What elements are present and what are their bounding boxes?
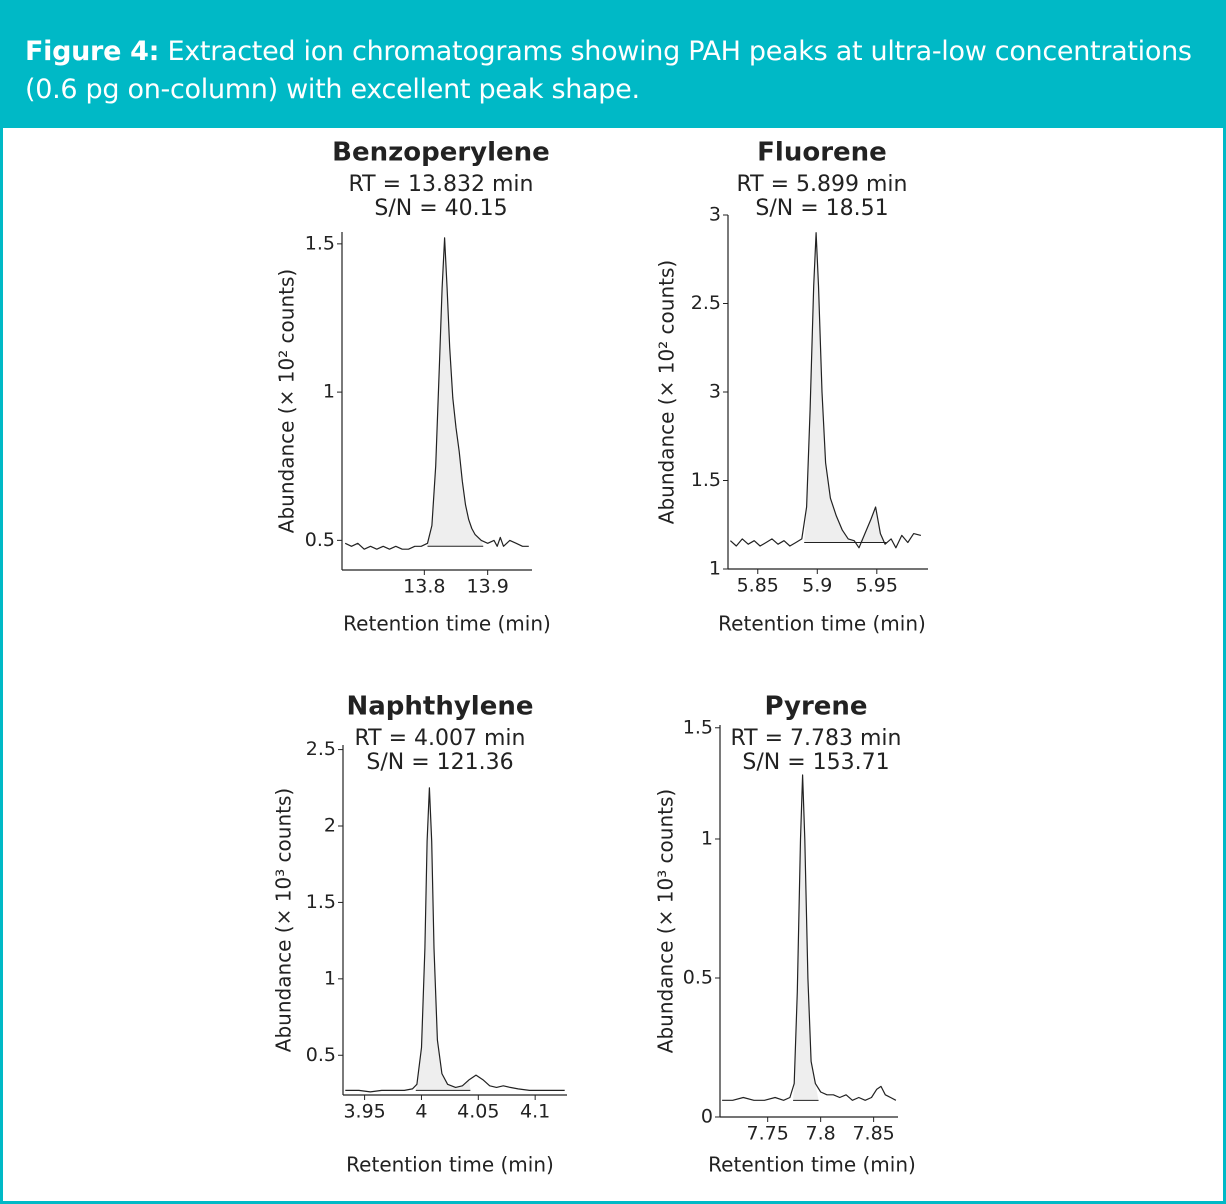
y-tick-label: 1.5 bbox=[306, 891, 336, 913]
peak-area bbox=[804, 232, 887, 543]
y-tick-label: 2.5 bbox=[306, 738, 336, 760]
y-tick-label: 1 bbox=[323, 381, 335, 403]
y-tick-label: 1.5 bbox=[691, 469, 721, 491]
y-tick-label: 1.5 bbox=[683, 716, 713, 738]
x-tick-label: 4.05 bbox=[457, 1101, 499, 1123]
y-axis-label: Abundance (× 10² counts) bbox=[655, 260, 679, 524]
x-tick-label: 5.95 bbox=[856, 575, 898, 597]
figure-label: Figure 4: bbox=[25, 36, 160, 67]
chart-subtitle: S/N = 40.15 bbox=[374, 196, 507, 221]
chart-subtitle: S/N = 121.36 bbox=[366, 750, 513, 775]
x-tick-label: 5.9 bbox=[802, 575, 832, 597]
figure-caption: Figure 4: Extracted ion chromatograms sh… bbox=[25, 33, 1195, 109]
y-axis-label: Abundance (× 10³ counts) bbox=[272, 788, 296, 1052]
y-tick-label: 1.5 bbox=[305, 232, 335, 254]
x-axis-label: Retention time (min) bbox=[343, 612, 551, 636]
chart-subtitle: RT = 4.007 min bbox=[354, 726, 525, 751]
x-axis-label: Retention time (min) bbox=[346, 1153, 554, 1177]
x-axis-label: Retention time (min) bbox=[718, 612, 926, 636]
peak-area bbox=[793, 775, 819, 1101]
y-tick-label: 2 bbox=[324, 815, 336, 837]
chart-subtitle: S/N = 153.71 bbox=[742, 750, 889, 775]
y-tick-label: 0.5 bbox=[306, 1044, 336, 1066]
x-tick-label: 4 bbox=[415, 1101, 427, 1123]
x-tick-label: 5.85 bbox=[737, 575, 779, 597]
x-tick-label: 13.8 bbox=[403, 576, 445, 598]
chart-subtitle: RT = 5.899 min bbox=[736, 172, 907, 197]
y-tick-label: 3 bbox=[709, 381, 721, 403]
figure-text: Extracted ion chromatograms showing PAH … bbox=[25, 36, 1192, 105]
y-tick-label: 1 bbox=[324, 967, 336, 989]
chart-title: Fluorene bbox=[757, 138, 887, 168]
chart-title: Benzoperylene bbox=[332, 138, 550, 168]
chromatogram-line bbox=[729, 232, 922, 549]
chromatogram-line bbox=[344, 237, 529, 550]
x-tick-label: 7.75 bbox=[747, 1123, 789, 1145]
x-tick-label: 3.95 bbox=[343, 1101, 385, 1123]
y-axis-label: Abundance (× 10³ counts) bbox=[654, 789, 678, 1053]
chart-subtitle: RT = 7.783 min bbox=[730, 726, 901, 751]
figure-header: Figure 4: Extracted ion chromatograms sh… bbox=[3, 3, 1223, 128]
x-tick-label: 7.85 bbox=[852, 1123, 894, 1145]
peak-area bbox=[427, 237, 484, 547]
chromatogram-line bbox=[722, 774, 897, 1101]
y-tick-label: 3 bbox=[709, 204, 721, 226]
chart-subtitle: S/N = 18.51 bbox=[755, 196, 888, 221]
y-tick-label: 2.5 bbox=[691, 292, 721, 314]
y-tick-label: 0.5 bbox=[305, 529, 335, 551]
x-tick-label: 4.1 bbox=[520, 1101, 550, 1123]
peak-area bbox=[415, 787, 471, 1091]
y-tick-label: 1 bbox=[709, 558, 721, 580]
chart-subtitle: RT = 13.832 min bbox=[348, 172, 533, 197]
y-tick-label: 0.5 bbox=[683, 966, 713, 988]
y-tick-label: 0 bbox=[701, 1106, 713, 1128]
y-axis-label: Abundance (× 10² counts) bbox=[275, 269, 299, 533]
chart-title: Pyrene bbox=[764, 692, 867, 722]
x-axis-label: Retention time (min) bbox=[708, 1153, 916, 1177]
y-tick-label: 1 bbox=[701, 827, 713, 849]
x-tick-label: 7.8 bbox=[806, 1123, 836, 1145]
chromatogram-line bbox=[345, 787, 565, 1093]
x-tick-label: 13.9 bbox=[467, 576, 509, 598]
chart-title: Naphthylene bbox=[346, 692, 533, 722]
